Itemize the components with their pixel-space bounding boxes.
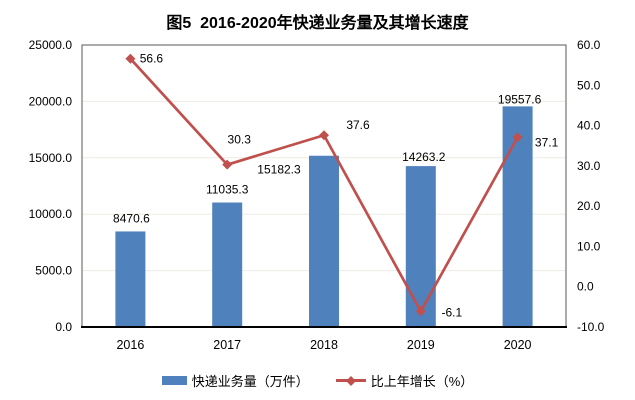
x-axis-label: 2018 [310, 338, 338, 352]
left-axis-tick-label: 20000.0 [29, 94, 73, 108]
line-marker-icon [125, 53, 136, 64]
bar-value-label: 8470.6 [113, 211, 150, 225]
line-value-label: 37.1 [535, 135, 559, 149]
left-axis-tick-label: 5000.0 [35, 264, 72, 278]
x-axis-label: 2017 [213, 338, 241, 352]
legend-item-growth: 比上年增长（%） [335, 371, 474, 390]
right-axis-tick-label: 60.0 [577, 38, 601, 52]
right-axis-tick-label: 20.0 [577, 199, 601, 213]
line-marker-icon [415, 306, 426, 317]
bar-value-label: 11035.3 [206, 183, 249, 197]
left-axis-tick-label: 0.0 [55, 320, 72, 334]
x-axis-label: 2020 [504, 338, 532, 352]
diamond-marker-icon [345, 375, 356, 386]
line-value-label: 56.6 [140, 52, 164, 66]
left-axis-tick-label: 15000.0 [29, 151, 73, 165]
legend-label-volume: 快递业务量（万件） [191, 374, 309, 389]
bar-value-label: 15182.3 [257, 163, 301, 177]
right-axis-tick-label: -10.0 [577, 320, 605, 334]
line-value-label: 30.3 [228, 133, 252, 147]
line-series-swatch-icon [335, 375, 366, 386]
legend-label-growth: 比上年增长（%） [370, 374, 474, 389]
right-axis-tick-label: 40.0 [577, 119, 601, 133]
right-axis-tick-label: 50.0 [577, 78, 601, 92]
bar-value-label: 19557.6 [498, 92, 542, 106]
bar [309, 155, 339, 327]
bar [115, 231, 146, 327]
line-value-label: -6.1 [441, 305, 462, 319]
line-marker-icon [512, 132, 523, 143]
x-axis-label: 2016 [116, 338, 144, 352]
left-axis-tick-label: 25000.0 [29, 38, 73, 52]
right-axis-tick-label: 0.0 [577, 280, 594, 294]
bar [502, 106, 533, 327]
line-marker-icon [222, 159, 233, 170]
bar [405, 166, 436, 327]
right-axis-tick-label: 30.0 [577, 159, 601, 173]
legend-item-volume: 快递业务量（万件） [161, 371, 309, 390]
bar [212, 202, 243, 327]
chart-title: 图5 2016-2020年快递业务量及其增长速度 [166, 15, 469, 32]
right-axis-tick-label: 10.0 [577, 239, 601, 253]
bar-value-label: 14263.2 [402, 150, 446, 164]
bar-series-swatch-icon [161, 376, 187, 385]
line-marker-icon [319, 130, 329, 141]
line-value-label: 37.6 [346, 118, 370, 132]
x-axis-label: 2019 [407, 338, 435, 352]
left-axis-tick-label: 10000.0 [29, 207, 73, 221]
chart-legend: 快递业务量（万件） 比上年增长（%） [0, 371, 635, 390]
